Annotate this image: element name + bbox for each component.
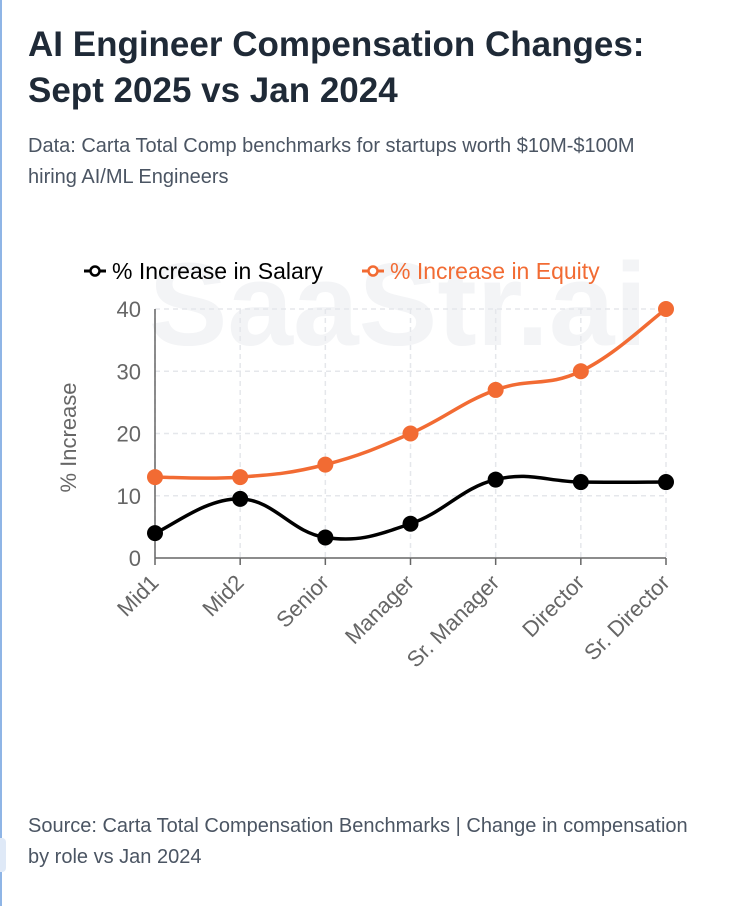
x-tick-label: Mid2	[197, 570, 248, 621]
equity-point	[487, 381, 504, 398]
y-tick-label: 0	[129, 546, 141, 571]
equity-point	[317, 456, 334, 473]
equity-point	[658, 301, 674, 317]
legend: % Increase in Salary % Increase in Equity	[84, 258, 600, 284]
x-tick-label: Sr. Director	[579, 570, 674, 665]
equity-point	[147, 469, 163, 486]
watermark: SaaStr.ai	[149, 239, 648, 371]
y-axis-title: % Increase	[56, 382, 81, 492]
salary-legend-label: % Increase in Salary	[112, 258, 323, 284]
y-tick-label: 10	[117, 484, 141, 509]
page-title: AI Engineer Compensation Changes: Sept 2…	[28, 25, 645, 110]
salary-point	[487, 471, 504, 488]
left-border-rule	[0, 0, 2, 906]
left-edge-tab	[0, 838, 6, 872]
series	[147, 301, 674, 546]
x-tick-label: Director	[517, 570, 589, 642]
salary-point	[232, 490, 249, 507]
equity-legend-label: % Increase in Equity	[390, 258, 600, 284]
salary-legend-marker	[89, 265, 101, 277]
y-tick-label: 30	[117, 359, 141, 384]
salary-point	[402, 515, 419, 532]
salary-point	[658, 474, 674, 491]
x-tick-label: Mid1	[112, 570, 163, 621]
equity-point	[232, 469, 249, 486]
salary-point	[147, 525, 163, 542]
x-tick-label: Senior	[271, 570, 334, 633]
equity-point	[572, 363, 589, 380]
y-tick-label: 40	[117, 297, 141, 322]
equity-legend-marker	[367, 265, 379, 277]
x-tick-label: Manager	[340, 570, 419, 649]
source-footer: Source: Carta Total Compensation Benchma…	[28, 815, 688, 868]
salary-point	[317, 529, 334, 546]
y-tick-label: 20	[117, 422, 141, 447]
equity-point	[402, 425, 419, 442]
salary-point	[572, 474, 589, 491]
x-tick-label: Sr. Manager	[402, 570, 504, 672]
page-subtitle: Data: Carta Total Comp benchmarks for st…	[28, 135, 635, 188]
